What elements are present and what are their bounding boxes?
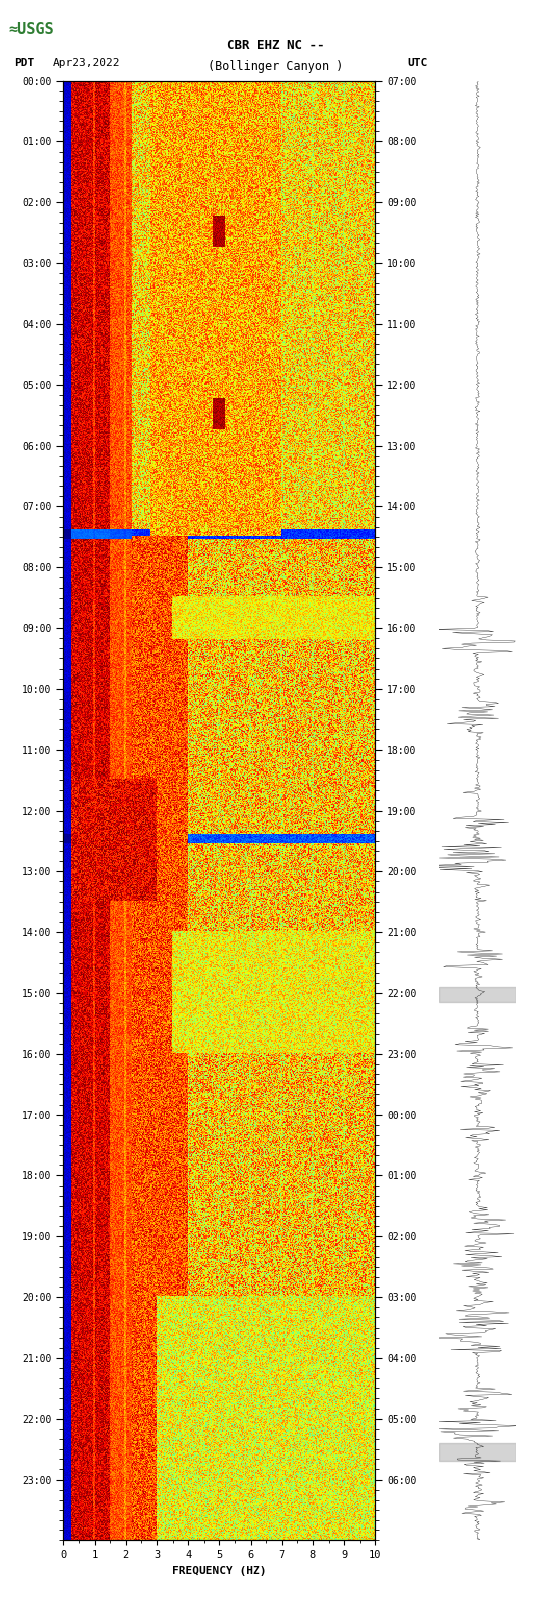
- Bar: [439, 1444, 516, 1461]
- X-axis label: FREQUENCY (HZ): FREQUENCY (HZ): [172, 1566, 267, 1576]
- Text: CBR EHZ NC --: CBR EHZ NC --: [227, 39, 325, 52]
- Bar: [439, 987, 516, 1002]
- Text: Apr23,2022: Apr23,2022: [52, 58, 120, 68]
- Text: (Bollinger Canyon ): (Bollinger Canyon ): [208, 60, 344, 73]
- Text: ≈USGS: ≈USGS: [9, 21, 55, 37]
- Text: UTC: UTC: [407, 58, 428, 68]
- Text: PDT: PDT: [14, 58, 34, 68]
